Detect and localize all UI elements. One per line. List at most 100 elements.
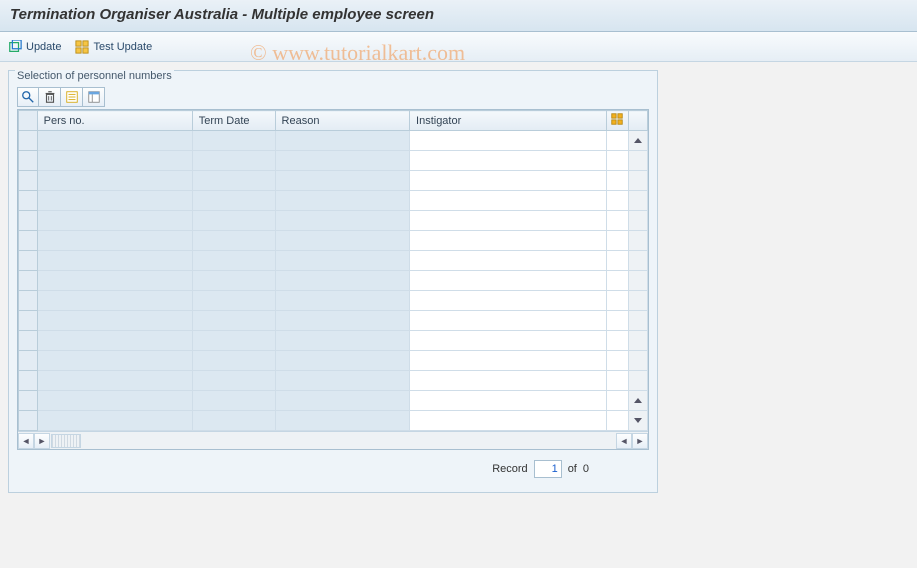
cell-persno[interactable] xyxy=(37,131,192,151)
table-row[interactable] xyxy=(19,211,648,231)
cell-reason[interactable] xyxy=(275,191,409,211)
table-row[interactable] xyxy=(19,171,648,191)
row-selector[interactable] xyxy=(19,151,38,171)
list-button[interactable] xyxy=(61,87,83,107)
cell-termdate[interactable] xyxy=(192,411,275,431)
table-row[interactable] xyxy=(19,291,648,311)
cell-reason[interactable] xyxy=(275,231,409,251)
cell-reason[interactable] xyxy=(275,291,409,311)
cell-termdate[interactable] xyxy=(192,191,275,211)
cell-termdate[interactable] xyxy=(192,371,275,391)
cell-termdate[interactable] xyxy=(192,131,275,151)
cell-instigator[interactable] xyxy=(410,291,607,311)
column-header-termdate[interactable]: Term Date xyxy=(192,111,275,131)
row-selector[interactable] xyxy=(19,371,38,391)
update-button[interactable]: Update xyxy=(8,40,61,54)
cell-instigator[interactable] xyxy=(410,191,607,211)
vscroll-cell[interactable] xyxy=(629,191,648,211)
table-row[interactable] xyxy=(19,151,648,171)
vscroll-cell[interactable] xyxy=(629,411,648,431)
vscroll-cell[interactable] xyxy=(629,311,648,331)
cell-termdate[interactable] xyxy=(192,311,275,331)
cell-persno[interactable] xyxy=(37,311,192,331)
cell-reason[interactable] xyxy=(275,331,409,351)
cell-reason[interactable] xyxy=(275,271,409,291)
hscroll-left2-button[interactable]: ◄ xyxy=(616,433,632,449)
cell-termdate[interactable] xyxy=(192,171,275,191)
cell-termdate[interactable] xyxy=(192,151,275,171)
row-selector[interactable] xyxy=(19,311,38,331)
cell-termdate[interactable] xyxy=(192,391,275,411)
cell-persno[interactable] xyxy=(37,271,192,291)
cell-termdate[interactable] xyxy=(192,351,275,371)
cell-persno[interactable] xyxy=(37,251,192,271)
table-row[interactable] xyxy=(19,271,648,291)
cell-instigator[interactable] xyxy=(410,151,607,171)
cell-persno[interactable] xyxy=(37,171,192,191)
table-row[interactable] xyxy=(19,351,648,371)
cell-reason[interactable] xyxy=(275,351,409,371)
cell-instigator[interactable] xyxy=(410,391,607,411)
cell-persno[interactable] xyxy=(37,151,192,171)
record-number-input[interactable] xyxy=(534,460,562,478)
cell-persno[interactable] xyxy=(37,371,192,391)
cell-instigator[interactable] xyxy=(410,331,607,351)
search-button[interactable] xyxy=(17,87,39,107)
cell-instigator[interactable] xyxy=(410,271,607,291)
row-selector[interactable] xyxy=(19,331,38,351)
table-row[interactable] xyxy=(19,411,648,431)
cell-termdate[interactable] xyxy=(192,251,275,271)
row-selector[interactable] xyxy=(19,251,38,271)
vscroll-cell[interactable] xyxy=(629,131,648,151)
cell-persno[interactable] xyxy=(37,231,192,251)
cell-reason[interactable] xyxy=(275,371,409,391)
hscroll-left-button[interactable]: ◄ xyxy=(18,433,34,449)
cell-reason[interactable] xyxy=(275,211,409,231)
layout-button[interactable] xyxy=(83,87,105,107)
hscroll-right-button[interactable]: ► xyxy=(34,433,50,449)
table-row[interactable] xyxy=(19,231,648,251)
cell-instigator[interactable] xyxy=(410,371,607,391)
vscroll-cell[interactable] xyxy=(629,391,648,411)
test-update-button[interactable]: Test Update xyxy=(75,40,152,54)
cell-instigator[interactable] xyxy=(410,251,607,271)
cell-persno[interactable] xyxy=(37,191,192,211)
column-header-persno[interactable]: Pers no. xyxy=(37,111,192,131)
delete-button[interactable] xyxy=(39,87,61,107)
cell-reason[interactable] xyxy=(275,171,409,191)
table-row[interactable] xyxy=(19,131,648,151)
row-selector[interactable] xyxy=(19,231,38,251)
cell-reason[interactable] xyxy=(275,131,409,151)
cell-instigator[interactable] xyxy=(410,131,607,151)
cell-reason[interactable] xyxy=(275,151,409,171)
vscroll-cell[interactable] xyxy=(629,371,648,391)
row-selector[interactable] xyxy=(19,131,38,151)
cell-termdate[interactable] xyxy=(192,331,275,351)
vscroll-cell[interactable] xyxy=(629,211,648,231)
vscroll-cell[interactable] xyxy=(629,351,648,371)
cell-instigator[interactable] xyxy=(410,211,607,231)
cell-reason[interactable] xyxy=(275,391,409,411)
hscroll-right2-button[interactable]: ► xyxy=(632,433,648,449)
row-selector[interactable] xyxy=(19,391,38,411)
cell-termdate[interactable] xyxy=(192,231,275,251)
vscroll-cell[interactable] xyxy=(629,171,648,191)
table-row[interactable] xyxy=(19,251,648,271)
column-config-button[interactable] xyxy=(606,111,629,131)
vscroll-cell[interactable] xyxy=(629,231,648,251)
vscroll-cell[interactable] xyxy=(629,271,648,291)
vscroll-cell[interactable] xyxy=(629,331,648,351)
cell-termdate[interactable] xyxy=(192,271,275,291)
table-row[interactable] xyxy=(19,391,648,411)
cell-instigator[interactable] xyxy=(410,351,607,371)
cell-persno[interactable] xyxy=(37,391,192,411)
column-header-instigator[interactable]: Instigator xyxy=(410,111,607,131)
column-header-reason[interactable]: Reason xyxy=(275,111,409,131)
row-selector[interactable] xyxy=(19,191,38,211)
cell-instigator[interactable] xyxy=(410,231,607,251)
cell-instigator[interactable] xyxy=(410,411,607,431)
row-selector[interactable] xyxy=(19,271,38,291)
cell-persno[interactable] xyxy=(37,411,192,431)
cell-reason[interactable] xyxy=(275,251,409,271)
cell-persno[interactable] xyxy=(37,211,192,231)
